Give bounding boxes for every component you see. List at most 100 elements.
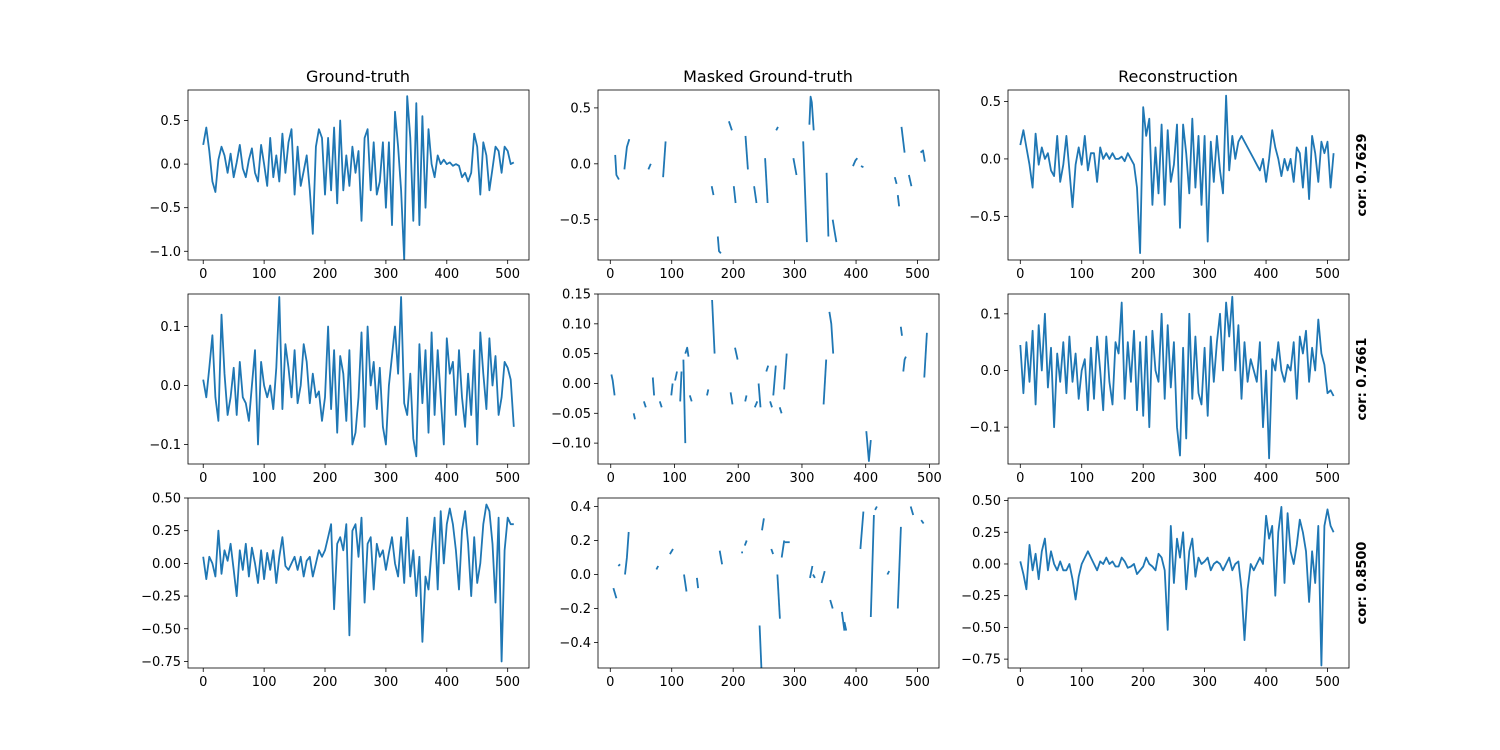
series-segment <box>899 326 903 336</box>
y-tick-label: 0.2 <box>570 534 591 549</box>
series-segment <box>770 548 774 555</box>
series-segment <box>761 518 765 531</box>
x-tick-label: 0 <box>606 675 614 690</box>
axes-frame <box>1007 89 1350 261</box>
subplot-ground-truth-row-3: 0 100 200 300 400 500 −0.75 −0.50 −0.25 0.00 0.25 0… <box>141 492 530 690</box>
series-segment <box>841 611 846 631</box>
y-tick-label: −0.10 <box>551 437 591 452</box>
series-segment <box>744 135 749 170</box>
x-tick-label: 100 <box>252 471 277 486</box>
y-tick-label: −0.5 <box>559 213 591 228</box>
subplot-reconstruction-row-3: 0 100 200 300 400 500 −0.75 −0.50 −0.25 0.00 0.25 0… <box>961 494 1350 690</box>
y-tick-label: 0.00 <box>972 557 1001 572</box>
series-segment <box>679 371 683 402</box>
series-line <box>1019 94 1335 254</box>
subplot-reconstruction-row-1: 0 100 200 300 400 500 −0.5 0.0 0.5 <box>969 89 1350 282</box>
series-segment <box>809 565 814 579</box>
plot-area <box>202 296 515 458</box>
x-tick-label: 500 <box>1315 471 1340 486</box>
y-tick-label: 0.25 <box>972 526 1001 541</box>
series-segment <box>710 186 715 196</box>
x-tick-label: 300 <box>782 675 807 690</box>
series-segment <box>900 126 906 153</box>
series-segment <box>658 401 663 408</box>
y-tick-label: 0.5 <box>160 114 181 129</box>
y-tick-label: −0.75 <box>141 655 181 670</box>
series-segment <box>684 346 690 357</box>
x-tick-label: 100 <box>659 675 684 690</box>
x-tick-label: 500 <box>495 267 520 282</box>
plot-area <box>612 506 925 668</box>
x-tick-label: 400 <box>434 267 459 282</box>
series-segment <box>688 395 693 402</box>
series-segment <box>610 374 616 396</box>
x-tick-label: 500 <box>495 675 520 690</box>
subplot-ground-truth-row-1: 0 100 200 300 400 500 −1.0 −0.5 0.0 0.5 <box>149 89 530 282</box>
series-segment <box>743 540 748 546</box>
series-segment <box>775 126 779 131</box>
subplot-ground-truth-row-2: 0 100 200 300 400 500 −0.1 0.0 0.1 <box>149 293 530 486</box>
plot-area <box>1019 94 1335 254</box>
series-segment <box>632 413 636 420</box>
x-tick-label: 400 <box>1254 675 1279 690</box>
x-tick-label: 100 <box>1069 267 1094 282</box>
series-segment <box>655 565 659 570</box>
series-segment <box>647 163 652 170</box>
x-tick-label: 300 <box>790 471 815 486</box>
y-tick-label: 0.50 <box>972 494 1001 509</box>
x-tick-label: 300 <box>373 267 398 282</box>
x-tick-label: 200 <box>313 675 338 690</box>
x-tick-label: 200 <box>721 675 746 690</box>
y-tick-label: 0.0 <box>570 157 591 172</box>
x-tick-label: 0 <box>1016 471 1024 486</box>
y-tick-label: 0.10 <box>562 317 591 332</box>
series-segment <box>860 165 864 169</box>
series-segment <box>614 154 620 180</box>
series-segment <box>902 356 907 372</box>
series-segment <box>808 95 815 131</box>
x-tick-label: 400 <box>853 471 878 486</box>
series-line <box>1019 295 1335 460</box>
series-segment <box>772 365 777 396</box>
x-tick-label: 0 <box>606 267 614 282</box>
y-tick-label: −0.5 <box>149 201 181 216</box>
x-tick-label: 100 <box>252 267 277 282</box>
x-tick-label: 500 <box>495 471 520 486</box>
y-tick-label: 0.1 <box>980 307 1001 322</box>
x-tick-label: 400 <box>1254 471 1279 486</box>
x-tick-label: 400 <box>844 675 869 690</box>
x-tick-label: 300 <box>1192 267 1217 282</box>
y-tick-label: 0.50 <box>152 492 181 507</box>
series-segment <box>920 519 925 525</box>
subplot-masked-ground-truth-row-1: 0 100 200 300 400 500 −0.5 0.0 0.5 <box>559 89 940 282</box>
series-segment <box>792 158 798 176</box>
series-segment <box>919 149 926 162</box>
series-segment <box>896 194 900 207</box>
x-tick-label: 100 <box>1069 471 1094 486</box>
x-tick-label: 200 <box>721 267 746 282</box>
series-segment <box>734 347 739 360</box>
series-line <box>202 296 515 458</box>
axes-frame <box>597 497 940 669</box>
x-tick-label: 200 <box>1131 267 1156 282</box>
series-segment <box>812 574 816 579</box>
column-title-ground-truth: Ground-truth <box>306 67 410 86</box>
series-segment <box>643 401 647 408</box>
x-tick-label: 500 <box>917 471 942 486</box>
x-tick-label: 400 <box>434 471 459 486</box>
x-tick-label: 300 <box>1192 471 1217 486</box>
series-segment <box>682 359 687 444</box>
series-segment <box>612 587 618 599</box>
series-segment <box>711 299 716 354</box>
series-segment <box>623 138 631 170</box>
y-tick-label: 0.15 <box>562 288 591 303</box>
series-segment <box>908 174 913 187</box>
x-tick-label: 400 <box>1254 267 1279 282</box>
series-segment <box>831 219 838 243</box>
series-segment <box>765 365 770 372</box>
series-segment <box>822 359 828 405</box>
axes-frame <box>187 293 530 465</box>
row-label-correlation-3: cor: 0.8500 <box>1355 542 1370 625</box>
x-tick-label: 300 <box>782 267 807 282</box>
